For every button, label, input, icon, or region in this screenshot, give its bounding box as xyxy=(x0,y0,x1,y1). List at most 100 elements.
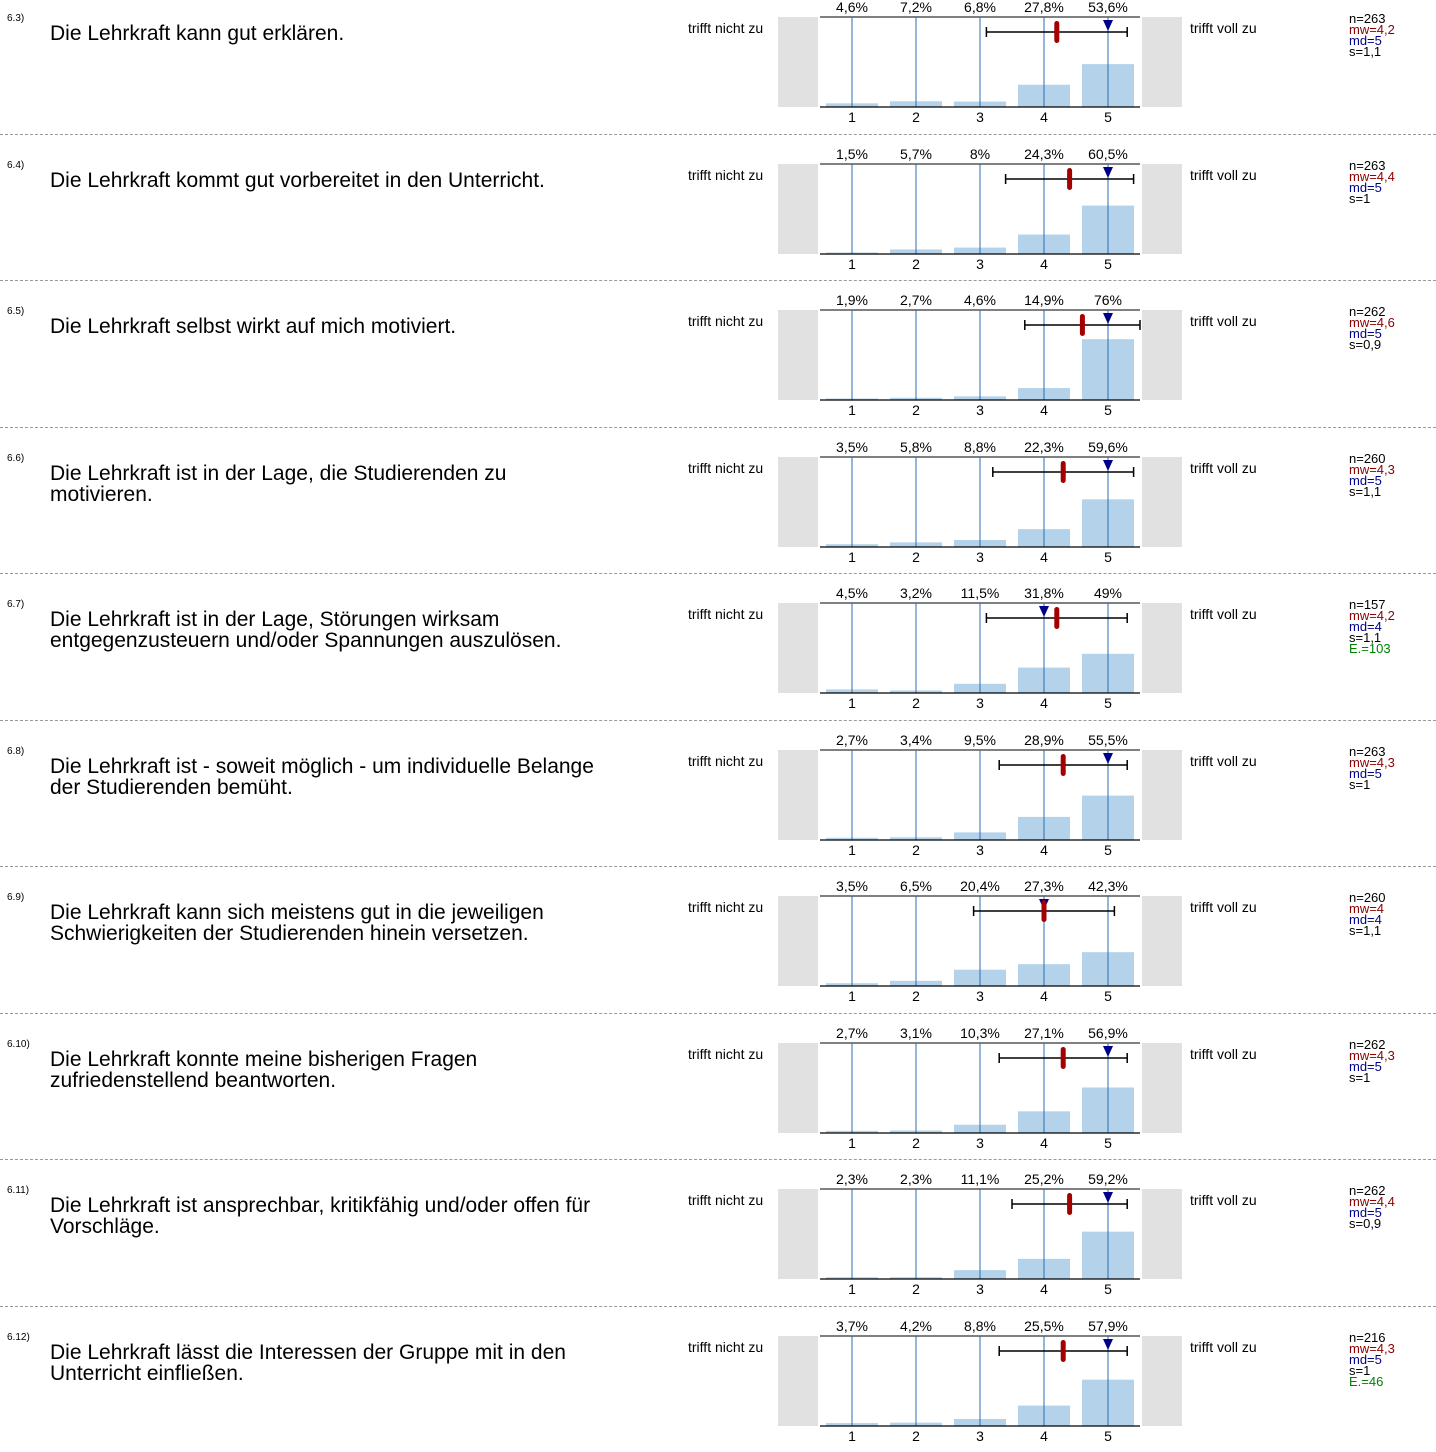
value-label: 3,1% xyxy=(900,1025,932,1041)
side-box-left xyxy=(778,457,818,547)
tick-label: 1 xyxy=(848,402,856,418)
value-label: 76% xyxy=(1094,292,1122,308)
stat-sd: s=1,1 xyxy=(1349,486,1395,497)
value-label: 57,9% xyxy=(1088,1318,1128,1334)
value-label: 60,5% xyxy=(1088,146,1128,162)
side-box-right xyxy=(1142,1336,1182,1426)
tick-label: 4 xyxy=(1040,549,1048,565)
stat-sd: s=1,1 xyxy=(1349,46,1395,57)
value-label: 27,8% xyxy=(1024,0,1064,15)
value-label: 49% xyxy=(1094,585,1122,601)
side-box-left xyxy=(778,896,818,986)
row-divider xyxy=(0,1013,1436,1014)
scale-left-label: trifft nicht zu xyxy=(688,20,763,36)
side-box-right xyxy=(1142,750,1182,840)
scale-right-label: trifft voll zu xyxy=(1190,753,1257,769)
value-label: 14,9% xyxy=(1024,292,1064,308)
tick-label: 3 xyxy=(976,549,984,565)
side-box-left xyxy=(778,1336,818,1426)
mean-marker xyxy=(1042,900,1047,922)
value-label: 5,8% xyxy=(900,439,932,455)
scale-left-label: trifft nicht zu xyxy=(688,1192,763,1208)
tick-label: 3 xyxy=(976,1135,984,1151)
question-number: 6.3) xyxy=(7,13,24,24)
median-marker xyxy=(1103,1192,1113,1203)
question-text: Die Lehrkraft ist in der Lage, die Studi… xyxy=(50,463,610,505)
question-row: 6.5)Die Lehrkraft selbst wirkt auf mich … xyxy=(0,280,1436,427)
value-label: 31,8% xyxy=(1024,585,1064,601)
question-text: Die Lehrkraft konnte meine bisherigen Fr… xyxy=(50,1049,610,1091)
value-label: 3,7% xyxy=(836,1318,868,1334)
side-box-left xyxy=(778,1043,818,1133)
stat-sd: s=1,1 xyxy=(1349,925,1386,936)
value-label: 11,1% xyxy=(961,1171,1000,1187)
question-number: 6.5) xyxy=(7,306,24,317)
tick-label: 4 xyxy=(1040,1428,1048,1444)
mean-marker xyxy=(1067,1193,1072,1215)
side-box-left xyxy=(778,750,818,840)
tick-label: 2 xyxy=(912,695,920,711)
side-box-right xyxy=(1142,457,1182,547)
tick-label: 4 xyxy=(1040,1135,1048,1151)
value-label: 3,5% xyxy=(836,878,868,894)
value-label: 53,6% xyxy=(1088,0,1128,15)
tick-label: 1 xyxy=(848,842,856,858)
tick-label: 5 xyxy=(1104,1281,1112,1297)
tick-label: 2 xyxy=(912,109,920,125)
value-label: 28,9% xyxy=(1024,732,1064,748)
tick-label: 4 xyxy=(1040,402,1048,418)
side-box-left xyxy=(778,17,818,107)
value-label: 9,5% xyxy=(964,732,996,748)
scale-right-label: trifft voll zu xyxy=(1190,1192,1257,1208)
median-marker xyxy=(1103,1046,1113,1057)
side-box-right xyxy=(1142,896,1182,986)
tick-label: 3 xyxy=(976,842,984,858)
value-label: 3,2% xyxy=(900,585,932,601)
tick-label: 5 xyxy=(1104,988,1112,1004)
value-label: 10,3% xyxy=(960,1025,1000,1041)
tick-label: 3 xyxy=(976,1428,984,1444)
tick-label: 3 xyxy=(976,695,984,711)
value-label: 59,6% xyxy=(1088,439,1128,455)
value-label: 3,5% xyxy=(836,439,868,455)
tick-label: 1 xyxy=(848,988,856,1004)
tick-label: 2 xyxy=(912,549,920,565)
median-marker xyxy=(1103,460,1113,471)
value-label: 25,2% xyxy=(1024,1171,1064,1187)
question-text: Die Lehrkraft kann gut erklären. xyxy=(50,23,610,44)
tick-label: 1 xyxy=(848,109,856,125)
scale-right-label: trifft voll zu xyxy=(1190,167,1257,183)
scale-left-label: trifft nicht zu xyxy=(688,1339,763,1355)
question-number: 6.8) xyxy=(7,746,24,757)
tick-label: 4 xyxy=(1040,109,1048,125)
tick-label: 5 xyxy=(1104,695,1112,711)
value-label: 27,1% xyxy=(1024,1025,1064,1041)
tick-label: 3 xyxy=(976,988,984,1004)
stat-sd: s=0,9 xyxy=(1349,1218,1395,1229)
side-box-right xyxy=(1142,164,1182,254)
question-text: Die Lehrkraft kommt gut vorbereitet in d… xyxy=(50,170,610,191)
value-label: 8,8% xyxy=(964,439,996,455)
question-text: Die Lehrkraft ist ansprechbar, kritikfäh… xyxy=(50,1195,610,1237)
value-label: 22,3% xyxy=(1024,439,1064,455)
value-label: 3,4% xyxy=(900,732,932,748)
median-marker xyxy=(1103,753,1113,764)
tick-label: 5 xyxy=(1104,109,1112,125)
row-divider xyxy=(0,720,1436,721)
median-marker xyxy=(1103,167,1113,178)
tick-label: 3 xyxy=(976,1281,984,1297)
value-label: 6,5% xyxy=(900,878,932,894)
question-number: 6.6) xyxy=(7,453,24,464)
tick-label: 1 xyxy=(848,549,856,565)
row-divider xyxy=(0,280,1436,281)
